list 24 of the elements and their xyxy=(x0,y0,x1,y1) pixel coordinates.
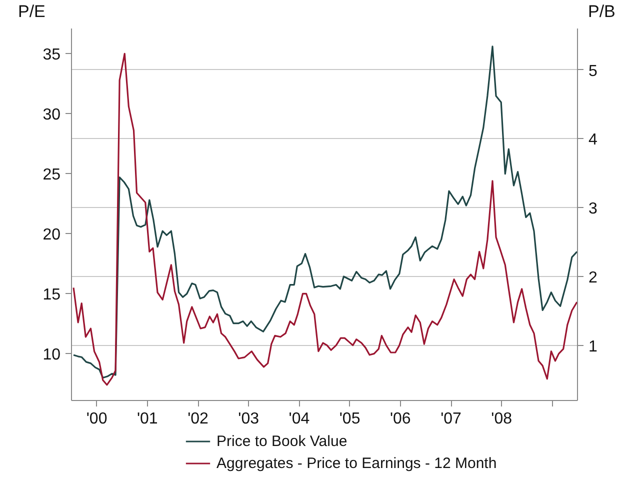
legend-label: Aggregates - Price to Earnings - 12 Month xyxy=(216,455,497,472)
y-tick-label: 10 xyxy=(42,346,61,364)
y2-tick-label: 1 xyxy=(588,338,598,356)
y-tick-label: 35 xyxy=(42,46,61,64)
y2-tick-label: 5 xyxy=(588,62,598,80)
x-tick-label: '04 xyxy=(288,410,310,428)
x-tick-label: '01 xyxy=(136,410,158,428)
y2-tick-label: 4 xyxy=(588,132,598,149)
x-tick-label: '05 xyxy=(339,410,360,428)
y-tick-label: 15 xyxy=(42,286,61,304)
y2-axis-title: P/B xyxy=(588,1,616,23)
x-tick-label: '06 xyxy=(390,410,411,428)
legend-label: Price to Book Value xyxy=(216,433,348,450)
x-tick-label: '03 xyxy=(238,410,260,428)
y-tick-label: 30 xyxy=(42,106,61,124)
y-axis-title: P/E xyxy=(18,1,46,23)
y2-tick-label: 2 xyxy=(588,270,598,286)
x-tick-label: '02 xyxy=(188,410,209,428)
x-tick-label: '08 xyxy=(491,410,512,428)
y-tick-label: 25 xyxy=(42,166,61,184)
x-tick-label: '07 xyxy=(440,410,462,428)
y-tick-label: 20 xyxy=(42,226,61,244)
y2-tick-label: 3 xyxy=(588,200,598,218)
x-tick-label: '00 xyxy=(86,410,108,428)
